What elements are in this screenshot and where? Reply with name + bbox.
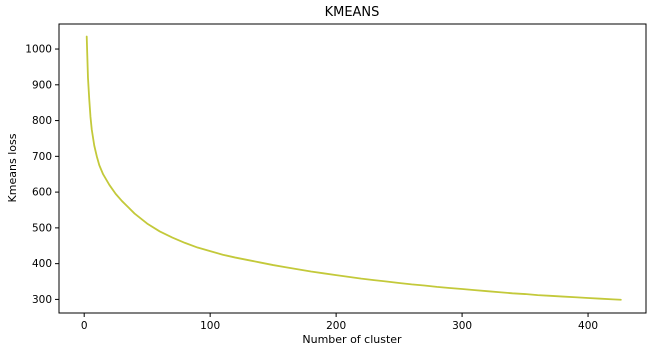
axes-spines xyxy=(58,23,647,314)
x-tick-label: 200 xyxy=(326,320,346,332)
y-axis-label: Kmeans loss xyxy=(6,133,19,202)
y-tick-label: 800 xyxy=(32,115,52,127)
y-tick-label: 900 xyxy=(32,79,52,91)
line-layer xyxy=(85,35,622,301)
x-axis-label: Number of cluster xyxy=(302,333,402,346)
y-tick-label: 400 xyxy=(32,258,52,270)
y-ticks: 300 400 500 600 700 800 900 1000 xyxy=(25,44,59,306)
x-tick-label: 400 xyxy=(578,320,598,332)
y-tick-label: 500 xyxy=(32,222,52,234)
x-tick-label: 100 xyxy=(200,320,220,332)
y-tick-label: 300 xyxy=(32,294,52,306)
y-tick-label: 600 xyxy=(32,187,52,199)
y-tick-label: 1000 xyxy=(25,44,52,56)
x-tick-label: 0 xyxy=(81,320,88,332)
plot-background xyxy=(59,24,646,313)
y-tick-label: 700 xyxy=(32,151,52,163)
chart-title: KMEANS xyxy=(325,5,380,20)
x-tick-label: 300 xyxy=(452,320,472,332)
series-line-0 xyxy=(85,35,622,301)
axes-frame xyxy=(58,23,647,314)
x-ticks: 0 100 200 300 400 xyxy=(81,313,598,332)
